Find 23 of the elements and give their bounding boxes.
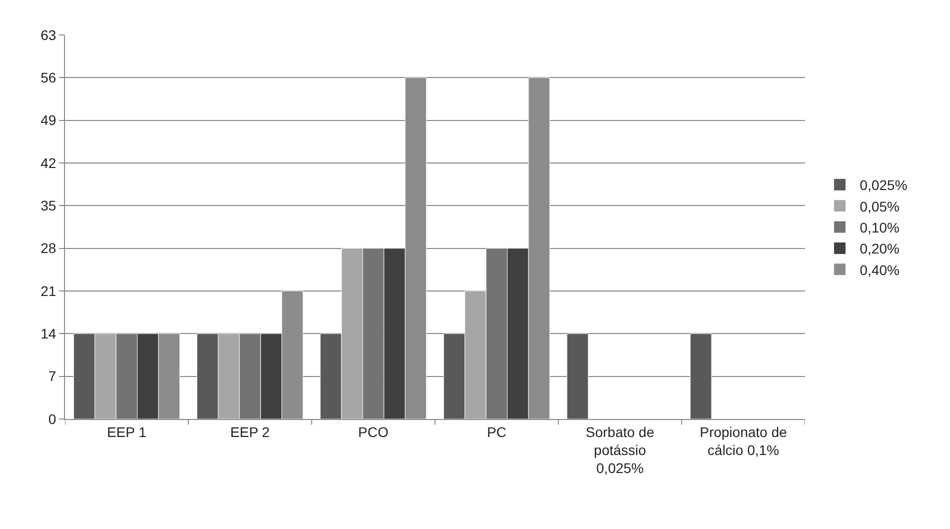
y-tick-label: 7 <box>48 368 56 384</box>
y-tick-label: 14 <box>40 326 56 342</box>
y-tick-label: 35 <box>40 198 56 214</box>
x-tick-label: EEP 1 <box>106 424 147 440</box>
legend-label: 0,025% <box>860 177 908 194</box>
y-tick-label: 49 <box>40 112 56 128</box>
x-tick-label: PCO <box>358 424 389 440</box>
bar <box>566 333 588 419</box>
y-tick-label: 63 <box>40 26 56 43</box>
y-tick-label: 56 <box>40 70 56 86</box>
x-tick-label: EEP 2 <box>230 424 270 440</box>
x-tick-label: PC <box>486 424 506 440</box>
bar <box>690 333 712 419</box>
x-tick-label: Propionato de cálcio 0,1% <box>700 424 788 458</box>
y-tick-label: 21 <box>40 282 56 299</box>
y-tick-label: 0 <box>48 410 56 427</box>
y-tick-label: 28 <box>40 240 56 256</box>
legend-label: 0,20% <box>860 240 900 257</box>
y-tick-label: 42 <box>40 154 56 171</box>
legend-label: 0,05% <box>860 198 900 214</box>
legend-label: 0,10% <box>860 219 900 236</box>
x-tick-label: Sorbato de potássio 0,025% <box>586 424 654 476</box>
legend-label: 0,40% <box>860 262 900 278</box>
